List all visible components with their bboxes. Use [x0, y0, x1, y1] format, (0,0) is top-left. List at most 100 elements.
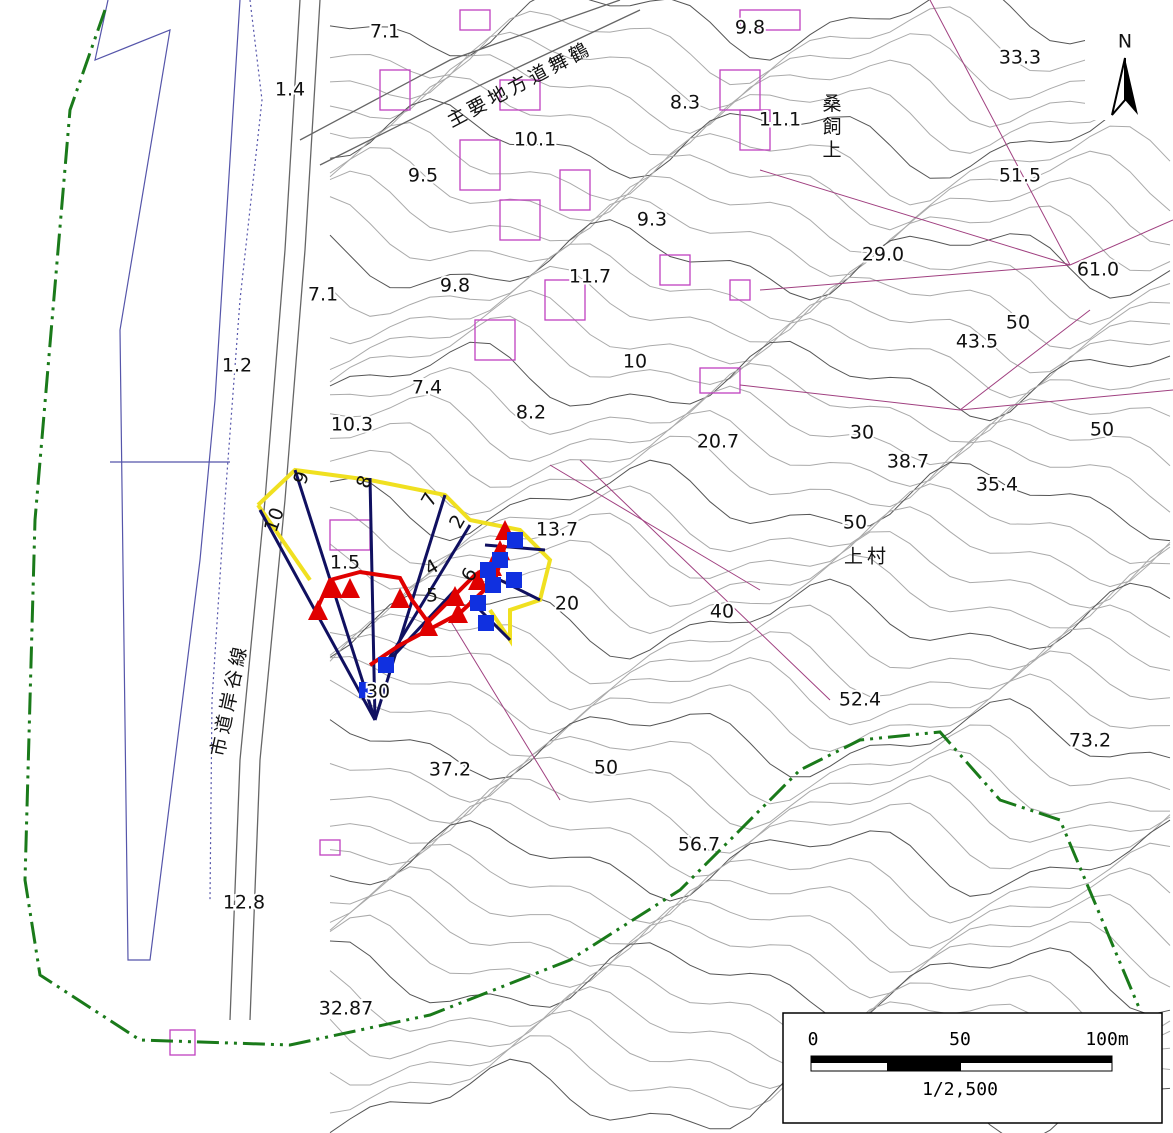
- square-marker: [378, 657, 394, 673]
- survey-outline: [256, 467, 553, 647]
- contour: [329, 819, 1171, 902]
- square-marker: [470, 595, 486, 611]
- elevation-label: 52.4: [839, 689, 881, 711]
- contour: [329, 362, 1171, 443]
- elevation-label: 9.3: [637, 209, 667, 231]
- triangle-marker: [390, 588, 410, 608]
- contour: [329, 964, 1171, 1045]
- place-name: 主要地方道舞鶴: [444, 37, 596, 132]
- contour: [329, 627, 1171, 711]
- triangle-marker: [323, 578, 343, 598]
- contour: [329, 798, 1171, 878]
- square-marker: [507, 532, 523, 548]
- profile-label: 5: [426, 585, 438, 607]
- elevation-label: 40: [710, 601, 734, 623]
- elevation-label: 10.3: [331, 414, 373, 436]
- square-marker: [506, 572, 522, 588]
- elevation-label: 50: [1006, 312, 1030, 334]
- scale-ratio: 1/2,500: [922, 1079, 998, 1100]
- triangle-marker: [445, 586, 465, 606]
- contour: [329, 147, 1171, 231]
- buildings: [169, 9, 801, 1056]
- contour: [329, 435, 1171, 516]
- contour: [329, 196, 1171, 277]
- square-marker: [359, 682, 375, 698]
- triangle-marker: [418, 616, 438, 636]
- elevation-label: 73.2: [1069, 730, 1111, 752]
- elevation-label: 7.4: [412, 377, 442, 399]
- contour: [329, 98, 1171, 179]
- contour: [329, 889, 1171, 973]
- square-marker: [478, 615, 494, 631]
- contour: [329, 650, 1171, 735]
- contour: [329, 219, 1171, 301]
- place-name: 上村: [844, 546, 890, 568]
- elevation-label: 7.1: [370, 21, 400, 43]
- contour: [329, 121, 1171, 206]
- elevation-label: 20.7: [697, 431, 739, 453]
- contour: [329, 866, 1171, 949]
- survey-trace: [316, 544, 507, 667]
- elevation-label: 8.3: [670, 92, 700, 114]
- contour: [329, 724, 1171, 805]
- elevation-label: 8.2: [516, 402, 546, 424]
- elevation-label: 32.87: [319, 998, 373, 1020]
- elevation-label: 38.7: [887, 451, 929, 473]
- scale-bar: 0 50 100m 1/2,500: [782, 1012, 1163, 1124]
- scale-tick-label: 0: [808, 1029, 819, 1050]
- contour: [329, 385, 1171, 466]
- elevation-label: 56.7: [678, 834, 720, 856]
- elevation-label: 10: [623, 351, 647, 373]
- elevation-label: 30: [850, 422, 874, 444]
- contour: [329, 6, 1171, 86]
- elevation-label: 51.5: [999, 165, 1041, 187]
- elevation-label: 1.2: [222, 355, 252, 377]
- triangle-marker: [340, 578, 360, 598]
- contour: [329, 170, 1171, 254]
- contour: [329, 459, 1171, 542]
- elevation-label: 12.8: [223, 892, 265, 914]
- elevation-label: 29.0: [862, 244, 904, 266]
- contour: [329, 409, 1171, 488]
- scale-tick-label: 100m: [1085, 1029, 1128, 1050]
- elevation-label: 7.1: [308, 284, 338, 306]
- contour: [329, 914, 1171, 999]
- contour: [329, 54, 1171, 134]
- squares: [359, 532, 523, 698]
- contour: [329, 265, 1171, 350]
- elevation-label: 11.1: [759, 109, 801, 131]
- elevation-label: 43.5: [956, 331, 998, 353]
- elevation-label: 13.7: [536, 519, 578, 541]
- profile-label: 1.5: [330, 552, 360, 574]
- contour: [329, 483, 1171, 566]
- contours: [329, 0, 1171, 1133]
- triangle-marker: [308, 600, 328, 620]
- elevation-label: 1.4: [275, 79, 305, 101]
- river: [94, 0, 263, 961]
- elevation-label: 37.2: [429, 759, 471, 781]
- labels: 7.1 9.833.31.48.311.110.19.5 51.59.329.061…: [207, 15, 1121, 1022]
- elevation-label: 10.1: [514, 129, 556, 151]
- elevation-label: 11.7: [569, 266, 611, 288]
- triangles: [308, 520, 515, 636]
- north-arrow: N: [1085, 25, 1173, 120]
- boundary: [23, 9, 1142, 1047]
- contour: [329, 531, 1171, 615]
- contour: [329, 506, 1171, 590]
- contour: [329, 673, 1171, 757]
- square-marker: [480, 562, 496, 578]
- scale-tick-label: 50: [949, 1029, 971, 1050]
- elevation-label: 50: [1090, 419, 1114, 441]
- elevation-label: 20: [555, 593, 579, 615]
- contour: [329, 698, 1171, 781]
- triangle-marker: [448, 603, 468, 623]
- elevation-label: 9.5: [408, 165, 438, 187]
- elevation-label: 33.3: [999, 47, 1041, 69]
- contour: [329, 940, 1171, 1023]
- triangle-marker: [468, 570, 488, 590]
- contour: [329, 748, 1170, 830]
- elevation-label: 35.4: [976, 474, 1018, 496]
- contour: [329, 1058, 1171, 1133]
